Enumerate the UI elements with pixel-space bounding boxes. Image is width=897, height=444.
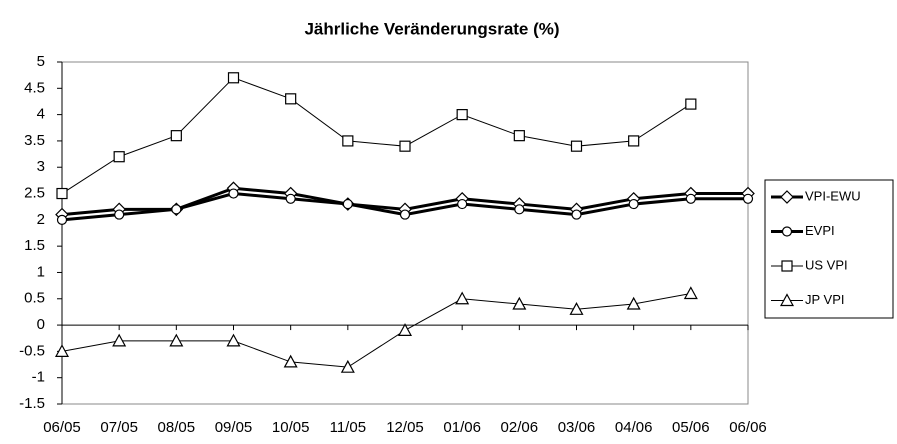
y-tick-label: 4 bbox=[37, 106, 45, 123]
x-tick-label: 10/05 bbox=[272, 419, 310, 436]
data-point bbox=[227, 72, 240, 84]
data-point bbox=[114, 209, 125, 220]
series-line bbox=[61, 293, 691, 368]
data-point bbox=[399, 140, 411, 152]
data-point bbox=[628, 135, 640, 147]
data-point bbox=[457, 198, 468, 210]
y-tick-label: 0.5 bbox=[24, 290, 45, 307]
data-point bbox=[342, 135, 354, 147]
legend-label: EVPI bbox=[805, 223, 835, 238]
y-tick-label: 2 bbox=[37, 211, 45, 228]
y-tick-label: 3 bbox=[37, 158, 45, 175]
x-tick-label: 05/06 bbox=[672, 419, 710, 436]
y-tick-label: 2.5 bbox=[24, 185, 45, 202]
data-point bbox=[56, 214, 68, 225]
data-point bbox=[283, 354, 298, 368]
y-tick-label: 5 bbox=[37, 53, 45, 70]
data-point bbox=[456, 109, 468, 121]
y-tick-label: 0 bbox=[37, 316, 45, 333]
data-point bbox=[226, 333, 241, 347]
data-point bbox=[626, 296, 641, 310]
x-tick-label: 02/06 bbox=[501, 419, 539, 436]
x-tick-label: 11/05 bbox=[330, 419, 366, 436]
x-tick-label: 06/05 bbox=[43, 419, 81, 436]
data-point bbox=[170, 130, 182, 142]
data-point bbox=[571, 209, 582, 220]
plot-area bbox=[61, 61, 749, 405]
legend-marker bbox=[781, 226, 793, 237]
x-tick-label: 09/05 bbox=[215, 419, 253, 436]
x-tick-label: 01/06 bbox=[443, 419, 481, 436]
x-tick-label: 12/05 bbox=[386, 419, 424, 436]
y-tick-label: -1 bbox=[32, 369, 45, 386]
data-point bbox=[285, 93, 297, 105]
data-point bbox=[683, 286, 698, 300]
series-line bbox=[61, 77, 692, 194]
data-point bbox=[169, 333, 184, 347]
data-point bbox=[54, 344, 70, 357]
legend-label: VPI-EWU bbox=[805, 188, 861, 203]
y-tick-label: 4.5 bbox=[24, 79, 45, 96]
data-point bbox=[742, 193, 754, 204]
data-point bbox=[171, 204, 182, 215]
x-tick-label: 07/05 bbox=[100, 419, 138, 436]
data-point bbox=[512, 296, 527, 310]
data-point bbox=[228, 188, 239, 199]
data-point bbox=[569, 302, 584, 315]
data-point bbox=[285, 193, 296, 204]
data-point bbox=[628, 198, 639, 210]
data-point bbox=[113, 151, 125, 163]
legend-marker bbox=[780, 190, 794, 204]
data-point bbox=[399, 209, 411, 220]
data-point bbox=[455, 291, 470, 305]
data-point bbox=[685, 98, 697, 110]
data-point bbox=[685, 193, 696, 204]
y-tick-label: 3.5 bbox=[24, 132, 45, 149]
data-point bbox=[340, 359, 355, 373]
legend-label: JP VPI bbox=[805, 292, 845, 307]
data-point bbox=[56, 187, 68, 200]
x-tick-label: 08/05 bbox=[158, 419, 196, 436]
data-point bbox=[570, 140, 583, 152]
x-tick-label: 06/06 bbox=[729, 419, 767, 436]
y-tick-label: -0.5 bbox=[19, 342, 45, 359]
legend-label: US VPI bbox=[805, 257, 848, 272]
y-tick-label: 1.5 bbox=[24, 237, 45, 254]
chart-title: Jährliche Veränderungsrate (%) bbox=[304, 19, 559, 38]
legend-marker bbox=[781, 260, 793, 272]
x-tick-label: 04/06 bbox=[615, 419, 653, 436]
data-point bbox=[342, 198, 353, 210]
data-point bbox=[514, 204, 525, 215]
x-tick-label: 03/06 bbox=[558, 419, 596, 436]
y-tick-label: 1 bbox=[37, 263, 45, 280]
data-point bbox=[513, 130, 525, 142]
data-point bbox=[397, 323, 413, 336]
data-point bbox=[112, 333, 127, 347]
y-tick-label: -1.5 bbox=[19, 395, 45, 412]
legend-marker bbox=[779, 293, 795, 307]
